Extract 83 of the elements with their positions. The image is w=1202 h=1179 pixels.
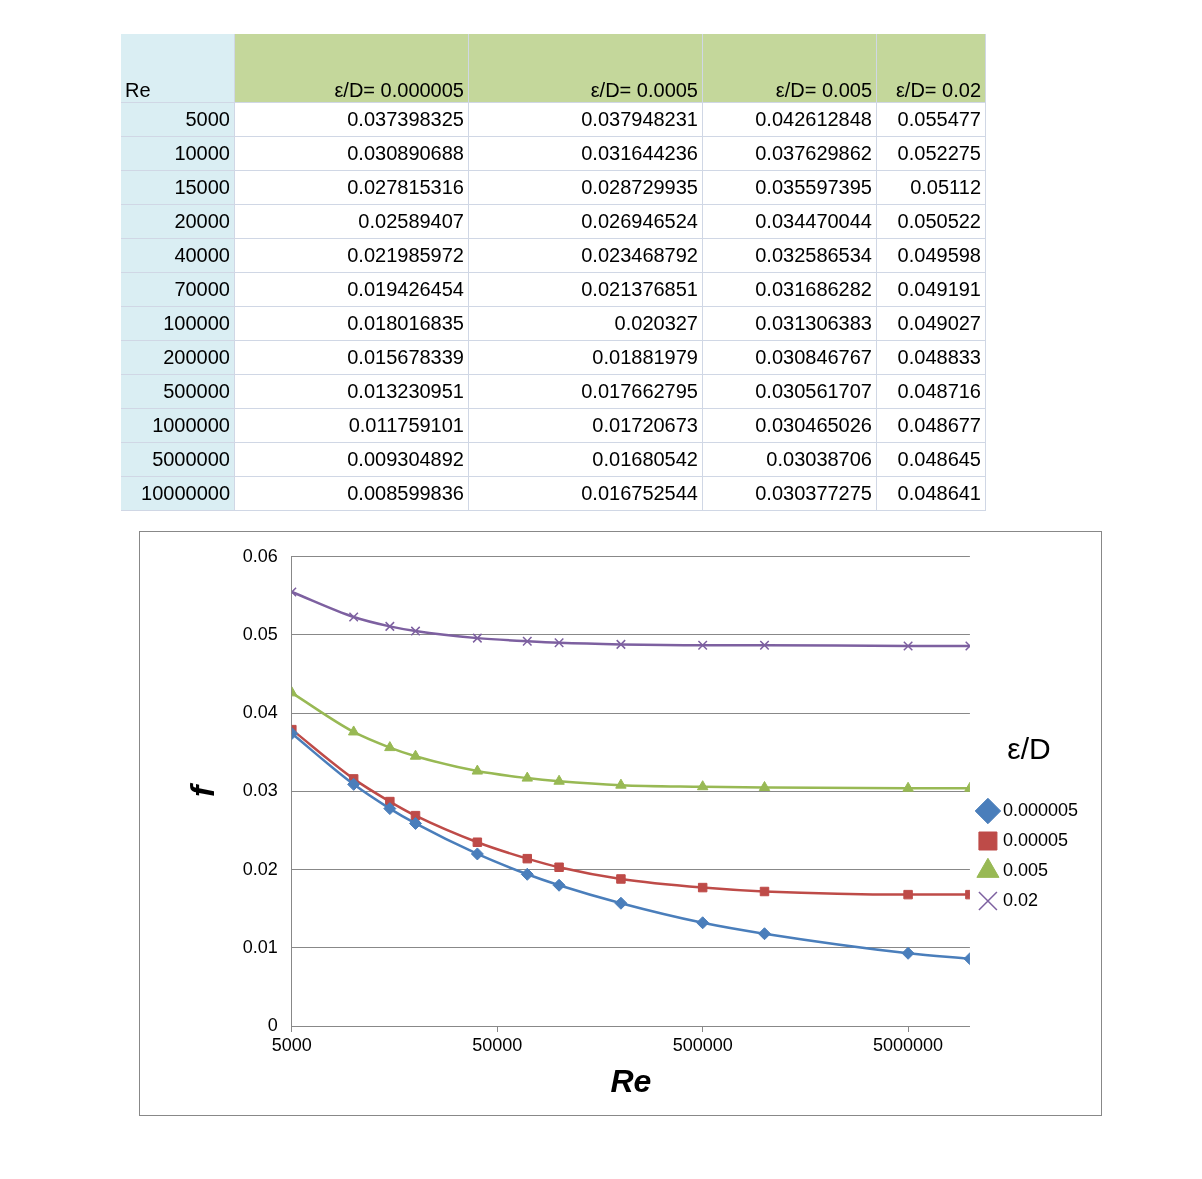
y-tick-label: 0.06 [242, 545, 278, 566]
legend-label: 0.02 [1002, 889, 1038, 910]
data-label: 0.050522 [876, 204, 986, 239]
data-label: 0.048641 [876, 476, 986, 511]
data-label: 0.03038706 [702, 442, 877, 477]
y-tick-label: 5000 [121, 102, 235, 137]
legend-label: 0.00005 [1002, 829, 1068, 850]
data-label: 0.048716 [876, 374, 986, 409]
data-label: 0.042612848 [702, 102, 877, 137]
data-label: 0.015678339 [234, 340, 469, 375]
y-tick-label: 10000000 [121, 476, 235, 511]
y-tick-label: 0 [267, 1014, 278, 1035]
data-label: 0.026946524 [468, 204, 703, 239]
data-label: 0.01881979 [468, 340, 703, 375]
y-tick-label: 15000 [121, 170, 235, 205]
y-tick-label: 200000 [121, 340, 235, 375]
x-axis-title: Re [610, 1062, 652, 1099]
data-label: 0.052275 [876, 136, 986, 171]
data-label: 0.023468792 [468, 238, 703, 273]
data-label: 0.048677 [876, 408, 986, 443]
data-label: 0.02589407 [234, 204, 469, 239]
y-tick-label: 0.05 [242, 623, 278, 644]
data-label: 0.030846767 [702, 340, 877, 375]
data-label: 0.05112 [876, 170, 986, 205]
data-label: 0.055477 [876, 102, 986, 137]
data-label: 0.008599836 [234, 476, 469, 511]
legend-label: 0.005 [1002, 859, 1048, 880]
y-tick-label: 5000000 [121, 442, 235, 477]
data-label: 0.031644236 [468, 136, 703, 171]
data-label: 0.030561707 [702, 374, 877, 409]
data-label: 0.037398325 [234, 102, 469, 137]
y-axis-title: Re [121, 34, 235, 103]
data-label: 0.021985972 [234, 238, 469, 273]
y-tick-label: 0.03 [242, 780, 278, 801]
y-tick-label: 0.02 [242, 858, 278, 879]
x-tick-label: 5000 [271, 1034, 312, 1055]
data-label: 0.048833 [876, 340, 986, 375]
data-label: 0.037948231 [468, 102, 703, 137]
y-axis-title: f [182, 782, 221, 798]
data-label: 0.01720673 [468, 408, 703, 443]
data-label: 0.028729935 [468, 170, 703, 205]
x-tick-label: 500000 [672, 1034, 733, 1055]
data-label: 0.048645 [876, 442, 986, 477]
data-label: 0.016752544 [468, 476, 703, 511]
x-tick-label: ε/D= 0.005 [702, 34, 877, 103]
data-label: 0.018016835 [234, 306, 469, 341]
x-tick-label: 50000 [472, 1034, 523, 1055]
data-label: 0.049191 [876, 272, 986, 307]
x-tick-label: ε/D= 0.000005 [234, 34, 469, 103]
data-label: 0.049027 [876, 306, 986, 341]
x-tick-label: 5000000 [873, 1034, 944, 1055]
data-label: 0.01680542 [468, 442, 703, 477]
data-label: 0.017662795 [468, 374, 703, 409]
y-tick-label: 0.01 [242, 936, 278, 957]
data-label: 0.030377275 [702, 476, 877, 511]
legend-title: ε/D [1007, 732, 1051, 766]
data-label: 0.031306383 [702, 306, 877, 341]
data-label: 0.037629862 [702, 136, 877, 171]
data-label: 0.035597395 [702, 170, 877, 205]
data-label: 0.030890688 [234, 136, 469, 171]
x-tick-label: ε/D= 0.02 [876, 34, 986, 103]
y-tick-label: 40000 [121, 238, 235, 273]
data-label: 0.049598 [876, 238, 986, 273]
data-label: 0.027815316 [234, 170, 469, 205]
data-label: 0.034470044 [702, 204, 877, 239]
y-tick-label: 100000 [121, 306, 235, 341]
legend-label: 0.000005 [1002, 799, 1078, 820]
x-tick-label: ε/D= 0.0005 [468, 34, 703, 103]
data-label: 0.031686282 [702, 272, 877, 307]
data-label: 0.013230951 [234, 374, 469, 409]
data-label: 0.032586534 [702, 238, 877, 273]
data-label: 0.020327 [468, 306, 703, 341]
y-tick-label: 20000 [121, 204, 235, 239]
y-tick-label: 10000 [121, 136, 235, 171]
data-label: 0.021376851 [468, 272, 703, 307]
data-label: 0.019426454 [234, 272, 469, 307]
y-tick-label: 500000 [121, 374, 235, 409]
data-label: 0.009304892 [234, 442, 469, 477]
y-tick-label: 70000 [121, 272, 235, 307]
data-label: 0.030465026 [702, 408, 877, 443]
data-label: 0.011759101 [234, 408, 469, 443]
y-tick-label: 1000000 [121, 408, 235, 443]
y-tick-label: 0.04 [242, 702, 278, 723]
